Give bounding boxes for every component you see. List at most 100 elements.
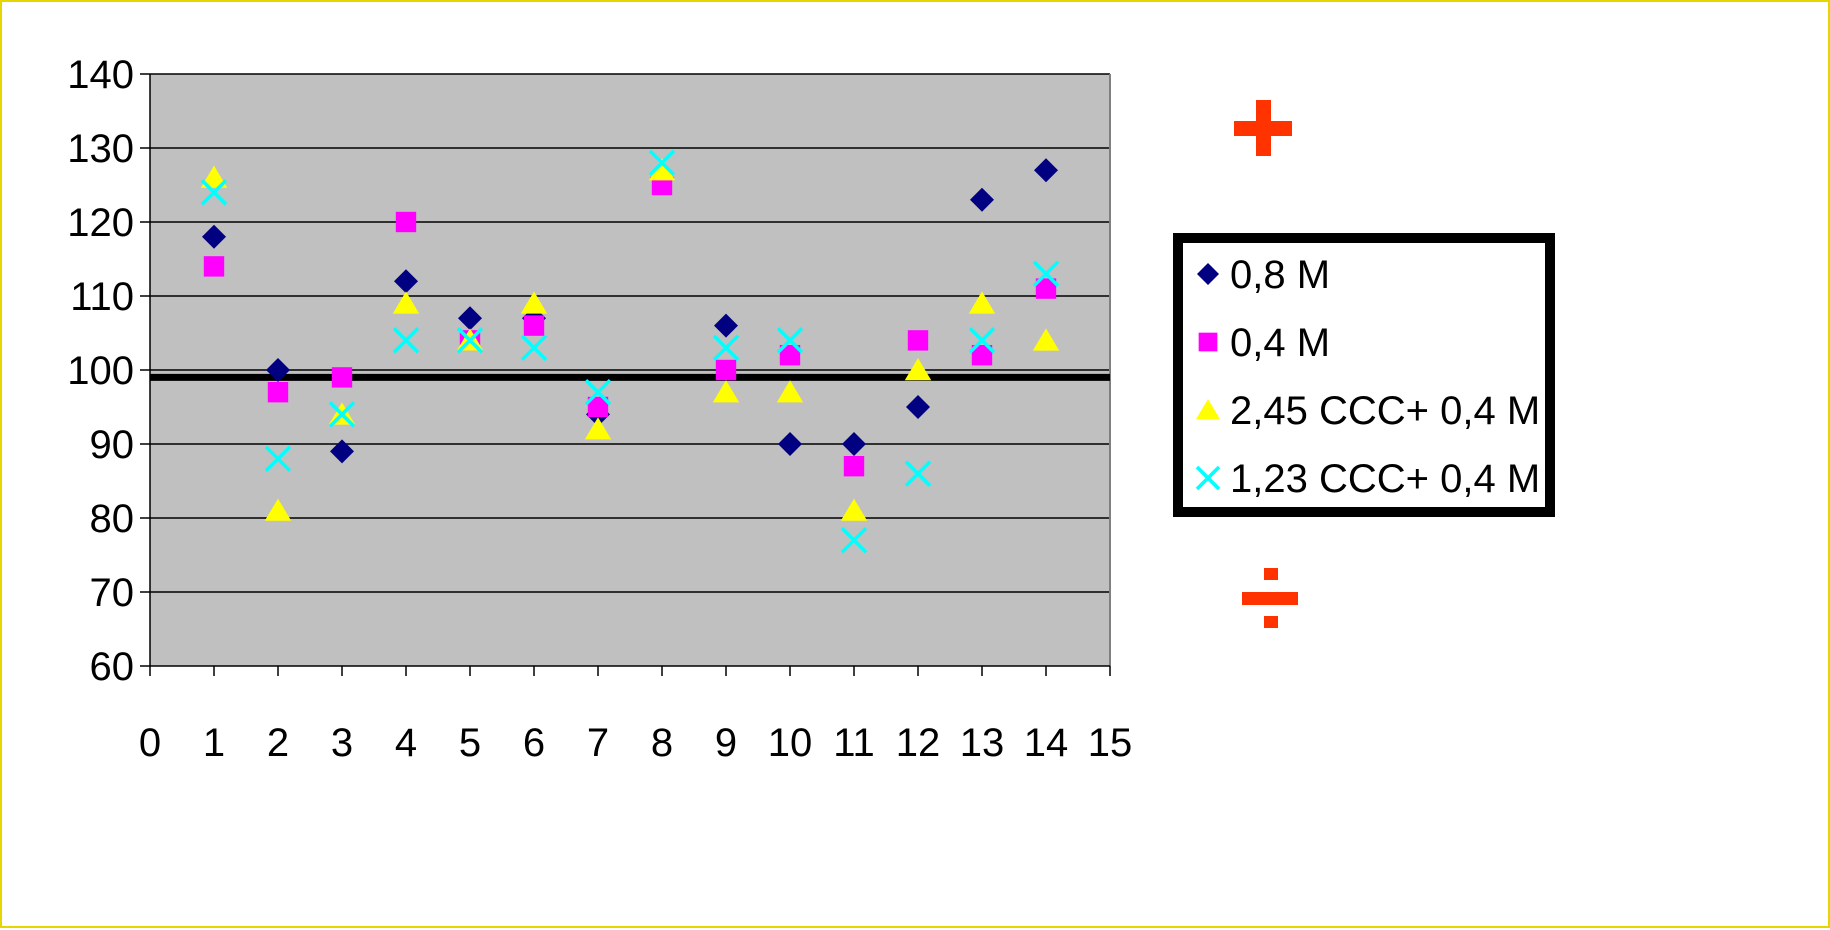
point-series-4 <box>328 401 356 428</box>
point-series-1 <box>714 313 738 338</box>
legend-marker-series-3 <box>1195 399 1221 420</box>
point-series-3 <box>904 358 932 381</box>
legend-label-series-4: 1,23 CCC+ 0,4 M <box>1230 457 1540 501</box>
y-tick-label: 90 <box>90 423 135 467</box>
point-series-4 <box>584 378 612 406</box>
x-marker-stroke <box>712 334 740 362</box>
point-series-2 <box>715 359 737 381</box>
x-marker-stroke <box>264 445 292 473</box>
y-tick-label: 140 <box>67 53 134 97</box>
x-tick-label: 8 <box>651 721 673 765</box>
y-tick-label: 130 <box>67 127 134 171</box>
point-series-4 <box>200 179 228 206</box>
point-series-3 <box>712 380 740 403</box>
legend-box <box>1173 233 1555 517</box>
y-tick-label: 80 <box>90 497 135 541</box>
plus-icon <box>1234 100 1292 156</box>
point-series-2 <box>267 382 289 403</box>
y-tick-label: 120 <box>67 201 134 245</box>
point-series-1 <box>970 187 994 212</box>
point-series-2 <box>907 330 929 351</box>
legend-marker-series-1 <box>1197 263 1219 285</box>
x-tick-label: 7 <box>587 721 609 765</box>
y-tick-label: 70 <box>90 571 135 615</box>
x-tick-label: 10 <box>768 721 813 765</box>
point-series-3 <box>840 498 868 521</box>
point-series-4 <box>264 445 292 473</box>
x-marker-stroke <box>968 327 996 354</box>
point-series-3 <box>520 291 548 314</box>
point-series-2 <box>523 315 545 336</box>
x-tick-label: 5 <box>459 721 481 765</box>
x-marker-stroke <box>584 378 612 406</box>
point-series-3 <box>392 291 420 314</box>
x-tick-label: 12 <box>896 721 941 765</box>
x-tick-label: 15 <box>1088 721 1133 765</box>
point-series-1 <box>906 395 930 419</box>
y-tick-label: 60 <box>90 645 135 689</box>
point-series-2 <box>1035 278 1057 299</box>
legend-label-series-2: 0,4 M <box>1230 321 1330 365</box>
x-tick-label: 4 <box>395 721 417 765</box>
x-tick-label: 3 <box>331 721 353 765</box>
x-marker-stroke <box>904 460 932 487</box>
point-series-3 <box>584 417 612 440</box>
x-marker-stroke <box>776 327 804 354</box>
point-series-3 <box>200 165 228 188</box>
point-series-1 <box>778 432 802 456</box>
y-tick-label: 110 <box>70 275 134 319</box>
point-series-1 <box>330 439 354 464</box>
divide-icon <box>1242 568 1298 628</box>
x-tick-label: 2 <box>267 721 289 765</box>
x-marker-stroke <box>392 327 420 354</box>
x-marker-stroke <box>200 179 228 206</box>
point-series-2 <box>203 256 225 277</box>
grid-lines <box>150 73 1110 593</box>
point-series-4 <box>392 327 420 354</box>
data-points <box>200 149 1060 554</box>
point-series-1 <box>266 358 290 382</box>
legend-items: 0,8 M 0,4 M 2,45 CCC+ 0,4 M 1,23 CCC+ 0,4 M <box>1195 253 1540 501</box>
x-tick-label: 13 <box>960 721 1005 765</box>
x-tick-label: 11 <box>833 721 875 765</box>
point-series-3 <box>968 291 996 314</box>
point-series-3 <box>776 380 804 403</box>
point-series-4 <box>968 327 996 354</box>
x-tick-label: 14 <box>1024 721 1069 765</box>
point-series-4 <box>456 327 484 354</box>
axes <box>140 73 1111 676</box>
x-marker-stroke <box>840 526 868 554</box>
x-tick-label: 9 <box>715 721 737 765</box>
point-series-4 <box>520 334 548 362</box>
point-series-4 <box>648 149 676 177</box>
legend-label-series-3: 2,45 CCC+ 0,4 M <box>1230 389 1540 433</box>
x-marker-stroke <box>328 401 356 428</box>
legend-marker-series-4 <box>1195 465 1221 491</box>
point-series-4 <box>904 460 932 487</box>
legend-label-series-1: 0,8 M <box>1230 253 1330 297</box>
x-marker-stroke <box>520 334 548 362</box>
x-tick-labels: 0 1 2 3 4 5 6 7 8 9 10 11 12 13 14 15 <box>139 721 1132 765</box>
point-series-4 <box>776 327 804 354</box>
x-marker-stroke <box>1195 465 1221 491</box>
legend: 0,8 M 0,4 M 2,45 CCC+ 0,4 M 1,23 CCC+ 0,4 M <box>1173 233 1555 517</box>
legend-marker-series-2 <box>1198 332 1218 352</box>
point-series-4 <box>1032 260 1060 288</box>
x-tick-label: 0 <box>139 721 161 765</box>
point-series-2 <box>843 456 865 477</box>
point-series-3 <box>264 498 292 521</box>
point-series-2 <box>331 367 353 388</box>
point-series-2 <box>779 345 801 366</box>
point-series-1 <box>458 306 482 331</box>
x-marker-stroke <box>648 149 676 177</box>
point-series-3 <box>648 158 676 181</box>
x-marker-stroke <box>1032 260 1060 288</box>
point-series-1 <box>842 432 866 456</box>
y-tick-label: 100 <box>67 349 134 393</box>
point-series-1 <box>202 224 226 249</box>
point-series-4 <box>840 526 868 554</box>
point-series-1 <box>1034 158 1058 183</box>
y-tick-labels: 60 70 80 90 100 110 120 130 140 <box>67 53 134 689</box>
